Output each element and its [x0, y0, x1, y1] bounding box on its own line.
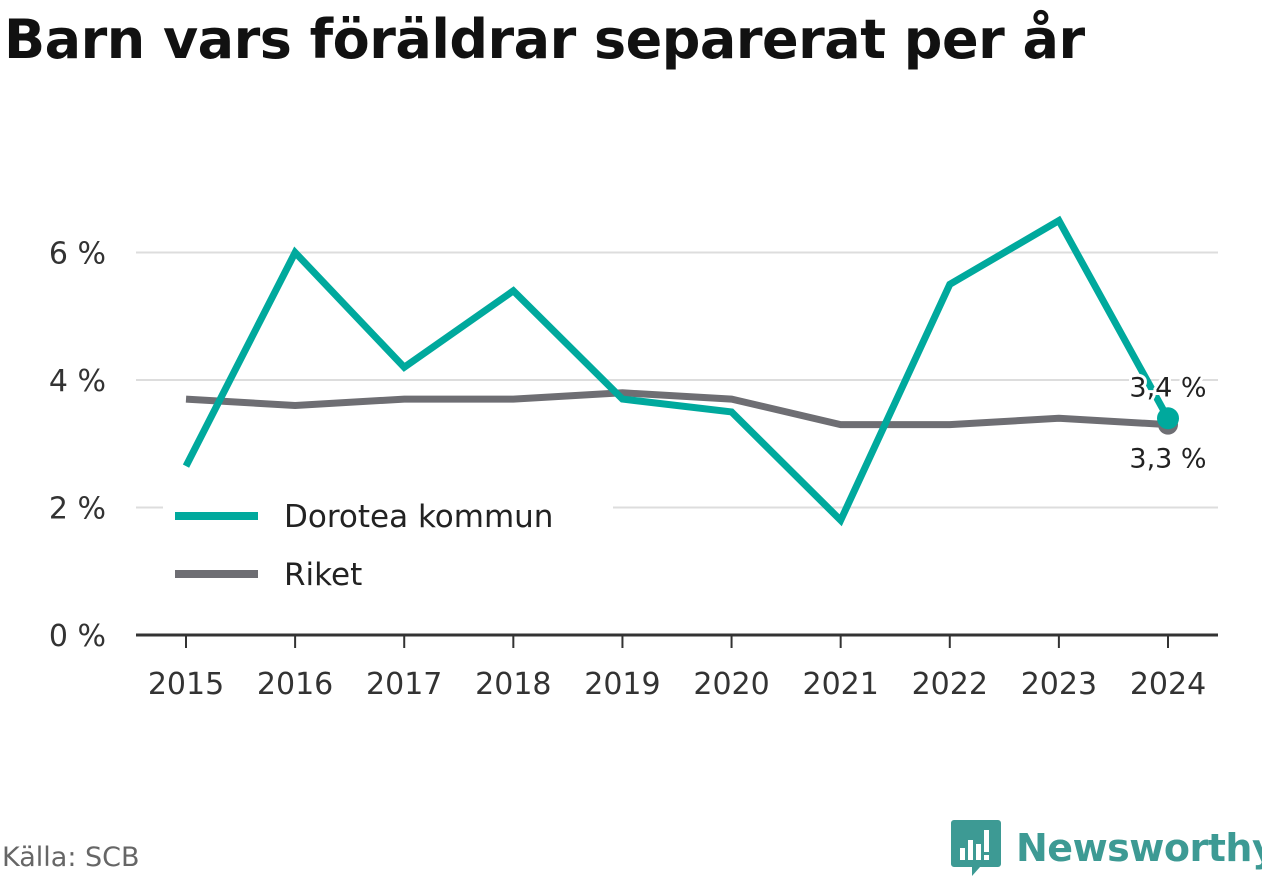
- brand-logo: Newsworthy: [950, 818, 1262, 878]
- end-label-dorotea: 3,4 %: [1129, 372, 1206, 403]
- x-tick-label: 2021: [802, 667, 878, 702]
- y-tick-label: 4 %: [49, 364, 106, 399]
- end-label-riket: 3,3 %: [1129, 444, 1206, 475]
- legend-label: Riket: [284, 557, 362, 593]
- series-line-dorotea: [182, 215, 1172, 527]
- x-tick-label: 2024: [1130, 667, 1206, 702]
- x-tick-label: 2023: [1021, 667, 1097, 702]
- x-tick-label: 2020: [693, 667, 769, 702]
- legend: Dorotea kommun Riket: [163, 496, 613, 596]
- legend-label: Dorotea kommun: [284, 499, 553, 535]
- grid-lines: [136, 251, 1218, 509]
- end-labels: 3,4 % 3,3 %: [1126, 369, 1209, 477]
- series-lines: [182, 215, 1172, 527]
- series-line-riket: [185, 389, 1169, 429]
- brand-name: Newsworthy: [1016, 826, 1262, 870]
- y-axis-ticks: 0 % 2 % 4 % 6 %: [49, 237, 106, 655]
- x-tick-label: 2016: [257, 667, 333, 702]
- y-tick-label: 2 %: [49, 492, 106, 527]
- x-tick-label: 2022: [912, 667, 988, 702]
- y-tick-label: 6 %: [49, 237, 106, 272]
- x-tick-label: 2015: [148, 667, 224, 702]
- newsworthy-logo-icon: [951, 820, 1001, 876]
- end-point-dorotea: [1157, 407, 1179, 430]
- x-tick-label: 2017: [366, 667, 442, 702]
- chart-title: Barn vars föräldrar separerat per år: [4, 8, 1085, 71]
- y-tick-label: 0 %: [49, 619, 106, 654]
- x-tick-label: 2018: [475, 667, 551, 702]
- source-note: Källa: SCB: [2, 842, 140, 873]
- x-tick-label: 2019: [584, 667, 660, 702]
- x-axis-ticks: 2015 2016 2017 2018 2019 2020 2021 2022 2023 2024: [148, 635, 1206, 702]
